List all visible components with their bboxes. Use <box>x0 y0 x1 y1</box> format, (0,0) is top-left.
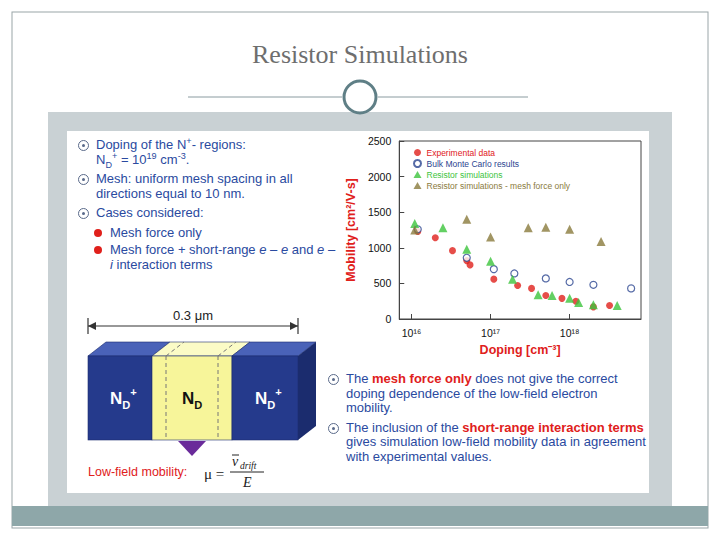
svg-text:10¹⁷: 10¹⁷ <box>481 327 500 339</box>
html-text:The inclusion of the short-ran: The inclusion of the short-range interac… <box>346 419 644 435</box>
svg-text:Bulk Monte Carlo results: Bulk Monte Carlo results <box>427 159 520 169</box>
svg-text:ND: ND <box>182 389 202 411</box>
svg-text:2500: 2500 <box>368 135 392 147</box>
svg-text:500: 500 <box>374 277 392 289</box>
svg-text:1500: 1500 <box>368 206 392 218</box>
html-text:Mesh: uniform mesh spacing in: Mesh: uniform mesh spacing in all direct… <box>96 171 293 201</box>
svg-text:Resistor simulations - mesh fo: Resistor simulations - mesh force only <box>427 181 571 191</box>
svg-text:10¹⁶: 10¹⁶ <box>402 327 422 339</box>
html-text:The mesh force only does not g: The mesh force only does not give the co… <box>346 371 618 415</box>
html-text:Resistor Simulations: Resistor Simulations <box>252 40 468 69</box>
html-text:ND: ND <box>96 151 112 170</box>
svg-text:0.3 μm: 0.3 μm <box>173 308 213 323</box>
html-text:Mesh force only: Mesh force only <box>110 224 202 240</box>
svg-text:ND+: ND+ <box>255 386 282 411</box>
svg-text:drift: drift <box>240 461 257 471</box>
svg-text:Doping [cm⁻³]: Doping [cm⁻³] <box>480 343 561 357</box>
html-text:Cases considered:: Cases considered: <box>96 205 204 220</box>
svg-text:1000: 1000 <box>368 242 392 254</box>
svg-text:10¹⁸: 10¹⁸ <box>560 327 580 339</box>
html-text:Mesh force + short-range e – e: Mesh force + short-range e – e and e – i… <box>110 242 336 272</box>
svg-text:E: E <box>242 475 252 490</box>
html-text:gives simulation low-field mob: gives simulation low-field mobility data… <box>346 434 646 464</box>
html-text:Doping of the N+- regions:: Doping of the N+- regions: <box>96 135 246 152</box>
svg-text:Experimental data: Experimental data <box>427 148 496 158</box>
svg-text:μ =: μ = <box>204 466 224 482</box>
svg-text:Resistor simulations: Resistor simulations <box>427 170 503 180</box>
html-text:19cm-3.: 19cm-3. <box>146 150 190 167</box>
svg-text:2000: 2000 <box>368 171 392 183</box>
svg-text:ND+: ND+ <box>110 386 137 411</box>
svg-text:Low-field mobility:: Low-field mobility: <box>88 465 187 479</box>
svg-text:v: v <box>232 454 239 469</box>
html-text:+= 10: += 10 <box>112 150 147 167</box>
svg-text:0: 0 <box>385 313 391 325</box>
svg-text:Mobility [cm²/V-s]: Mobility [cm²/V-s] <box>344 178 358 281</box>
